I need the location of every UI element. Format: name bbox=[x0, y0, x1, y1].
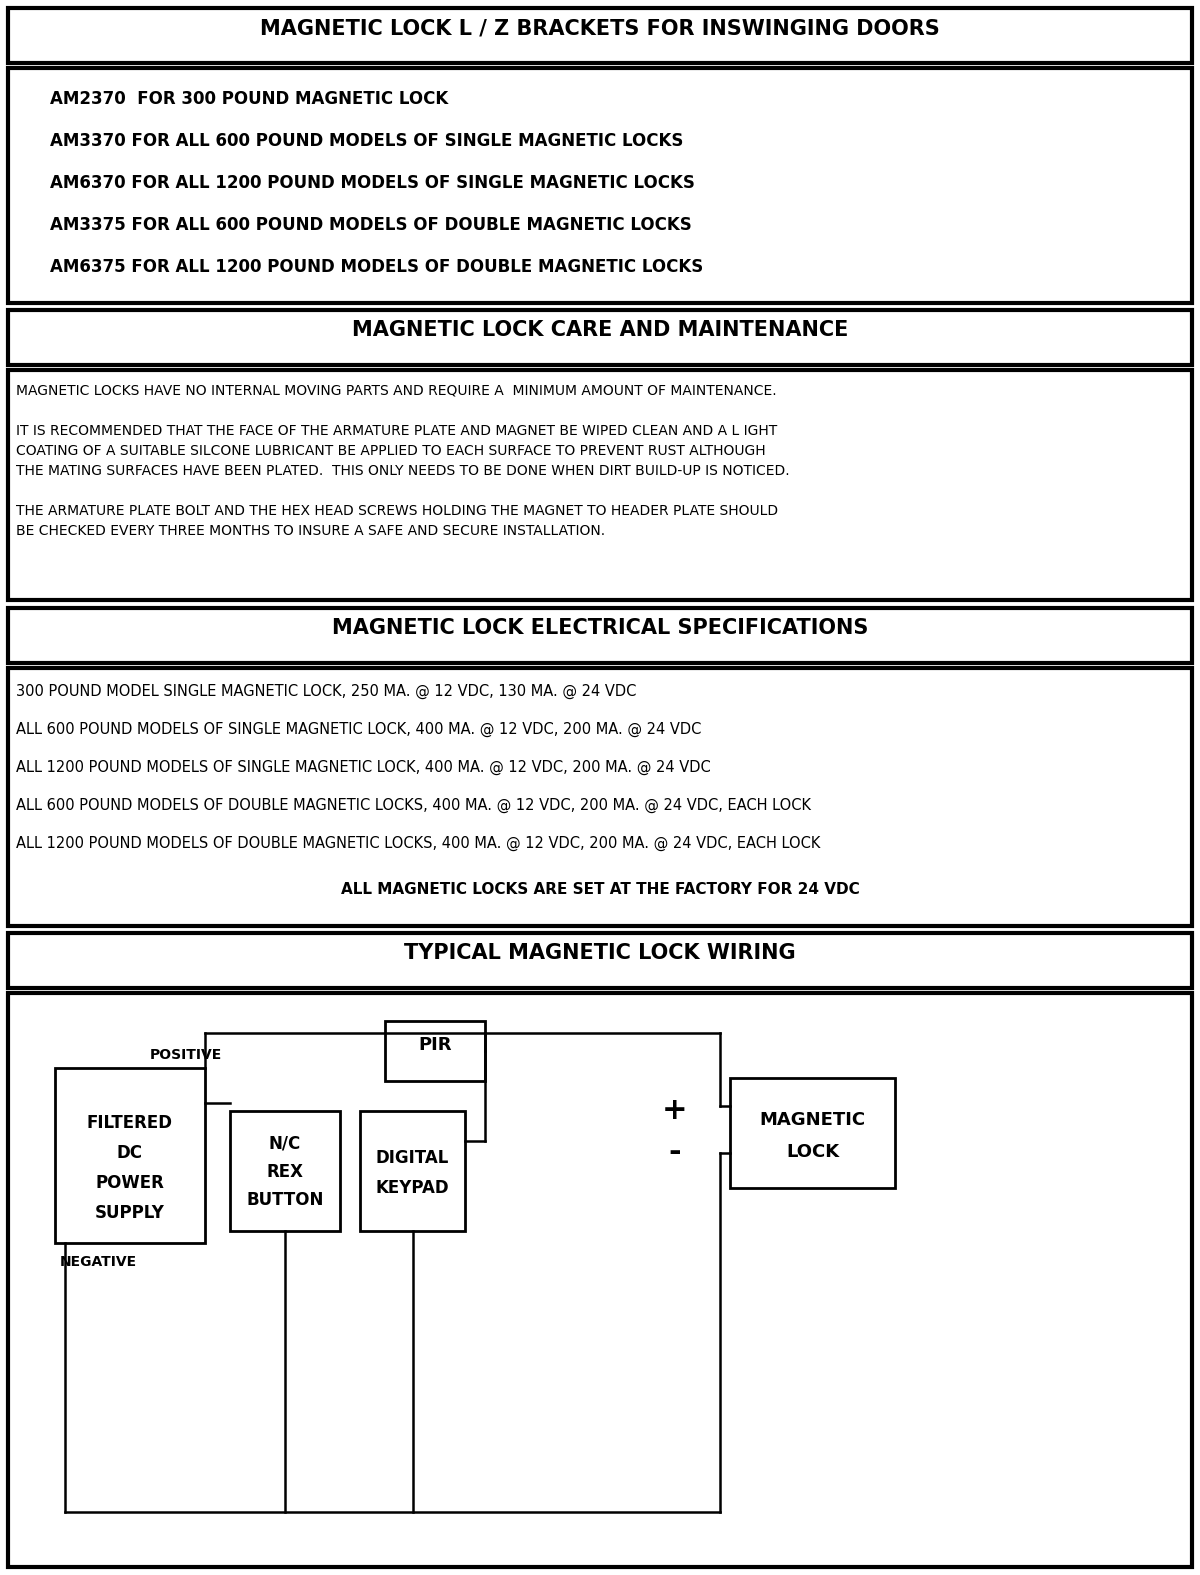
Text: IT IS RECOMMENDED THAT THE FACE OF THE ARMATURE PLATE AND MAGNET BE WIPED CLEAN : IT IS RECOMMENDED THAT THE FACE OF THE A… bbox=[16, 424, 778, 438]
Text: NEGATIVE: NEGATIVE bbox=[60, 1255, 137, 1269]
Bar bbox=[360, 1110, 466, 1232]
Text: ALL 600 POUND MODELS OF DOUBLE MAGNETIC LOCKS, 400 MA. @ 12 VDC, 200 MA. @ 24 VD: ALL 600 POUND MODELS OF DOUBLE MAGNETIC … bbox=[16, 799, 811, 813]
Bar bbox=[230, 1110, 340, 1232]
Text: MAGNETIC LOCK L / Z BRACKETS FOR INSWINGING DOORS: MAGNETIC LOCK L / Z BRACKETS FOR INSWING… bbox=[260, 17, 940, 38]
Text: TYPICAL MAGNETIC LOCK WIRING: TYPICAL MAGNETIC LOCK WIRING bbox=[404, 943, 796, 962]
Text: MAGNETIC: MAGNETIC bbox=[760, 1110, 865, 1129]
Text: DC: DC bbox=[118, 1143, 143, 1161]
Bar bbox=[8, 608, 1192, 663]
Bar bbox=[8, 8, 1192, 63]
Text: MAGNETIC LOCK ELECTRICAL SPECIFICATIONS: MAGNETIC LOCK ELECTRICAL SPECIFICATIONS bbox=[332, 617, 868, 638]
Text: POSITIVE: POSITIVE bbox=[150, 1047, 222, 1062]
Text: AM6370 FOR ALL 1200 POUND MODELS OF SINGLE MAGNETIC LOCKS: AM6370 FOR ALL 1200 POUND MODELS OF SING… bbox=[50, 173, 695, 192]
Text: +: + bbox=[662, 1096, 688, 1125]
Bar bbox=[8, 668, 1192, 926]
Text: REX: REX bbox=[266, 1162, 304, 1181]
Text: ALL 1200 POUND MODELS OF DOUBLE MAGNETIC LOCKS, 400 MA. @ 12 VDC, 200 MA. @ 24 V: ALL 1200 POUND MODELS OF DOUBLE MAGNETIC… bbox=[16, 836, 821, 851]
Text: N/C: N/C bbox=[269, 1136, 301, 1153]
Text: MAGNETIC LOCKS HAVE NO INTERNAL MOVING PARTS AND REQUIRE A  MINIMUM AMOUNT OF MA: MAGNETIC LOCKS HAVE NO INTERNAL MOVING P… bbox=[16, 384, 776, 398]
Text: ALL 1200 POUND MODELS OF SINGLE MAGNETIC LOCK, 400 MA. @ 12 VDC, 200 MA. @ 24 VD: ALL 1200 POUND MODELS OF SINGLE MAGNETIC… bbox=[16, 761, 710, 775]
Text: KEYPAD: KEYPAD bbox=[376, 1180, 449, 1197]
Text: AM3375 FOR ALL 600 POUND MODELS OF DOUBLE MAGNETIC LOCKS: AM3375 FOR ALL 600 POUND MODELS OF DOUBL… bbox=[50, 216, 691, 235]
Text: PIR: PIR bbox=[419, 1036, 451, 1054]
Text: BUTTON: BUTTON bbox=[246, 1191, 324, 1210]
Bar bbox=[8, 992, 1192, 1567]
Text: THE MATING SURFACES HAVE BEEN PLATED.  THIS ONLY NEEDS TO BE DONE WHEN DIRT BUIL: THE MATING SURFACES HAVE BEEN PLATED. TH… bbox=[16, 465, 790, 477]
Text: AM2370  FOR 300 POUND MAGNETIC LOCK: AM2370 FOR 300 POUND MAGNETIC LOCK bbox=[50, 90, 449, 109]
Bar bbox=[8, 310, 1192, 365]
Text: AM6375 FOR ALL 1200 POUND MODELS OF DOUBLE MAGNETIC LOCKS: AM6375 FOR ALL 1200 POUND MODELS OF DOUB… bbox=[50, 258, 703, 276]
Text: 300 POUND MODEL SINGLE MAGNETIC LOCK, 250 MA. @ 12 VDC, 130 MA. @ 24 VDC: 300 POUND MODEL SINGLE MAGNETIC LOCK, 25… bbox=[16, 684, 636, 699]
Text: ALL 600 POUND MODELS OF SINGLE MAGNETIC LOCK, 400 MA. @ 12 VDC, 200 MA. @ 24 VDC: ALL 600 POUND MODELS OF SINGLE MAGNETIC … bbox=[16, 721, 701, 737]
Bar bbox=[730, 1077, 895, 1188]
Text: -: - bbox=[668, 1139, 682, 1167]
Bar bbox=[385, 1021, 485, 1080]
Bar bbox=[8, 68, 1192, 302]
Text: FILTERED: FILTERED bbox=[88, 1114, 173, 1131]
Text: THE ARMATURE PLATE BOLT AND THE HEX HEAD SCREWS HOLDING THE MAGNET TO HEADER PLA: THE ARMATURE PLATE BOLT AND THE HEX HEAD… bbox=[16, 504, 778, 518]
Text: ALL MAGNETIC LOCKS ARE SET AT THE FACTORY FOR 24 VDC: ALL MAGNETIC LOCKS ARE SET AT THE FACTOR… bbox=[341, 882, 859, 898]
Bar bbox=[55, 1068, 205, 1243]
Text: AM3370 FOR ALL 600 POUND MODELS OF SINGLE MAGNETIC LOCKS: AM3370 FOR ALL 600 POUND MODELS OF SINGL… bbox=[50, 132, 683, 150]
Text: POWER: POWER bbox=[96, 1173, 164, 1192]
Bar bbox=[8, 370, 1192, 600]
Text: BE CHECKED EVERY THREE MONTHS TO INSURE A SAFE AND SECURE INSTALLATION.: BE CHECKED EVERY THREE MONTHS TO INSURE … bbox=[16, 524, 605, 539]
Bar bbox=[8, 932, 1192, 988]
Text: DIGITAL: DIGITAL bbox=[376, 1150, 449, 1167]
Text: COATING OF A SUITABLE SILCONE LUBRICANT BE APPLIED TO EACH SURFACE TO PREVENT RU: COATING OF A SUITABLE SILCONE LUBRICANT … bbox=[16, 444, 766, 458]
Text: LOCK: LOCK bbox=[786, 1143, 839, 1161]
Text: MAGNETIC LOCK CARE AND MAINTENANCE: MAGNETIC LOCK CARE AND MAINTENANCE bbox=[352, 320, 848, 340]
Text: SUPPLY: SUPPLY bbox=[95, 1203, 164, 1222]
